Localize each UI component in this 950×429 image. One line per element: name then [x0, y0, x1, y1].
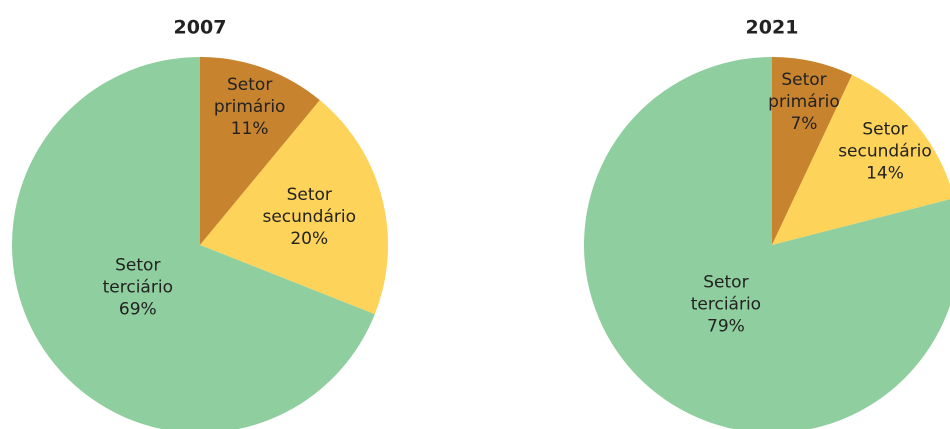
- category-label: Setor secundário: [262, 185, 356, 227]
- pie-slice: [200, 57, 320, 245]
- pie-slice: [772, 57, 853, 245]
- value-label: 79%: [707, 316, 745, 336]
- category-label: Setor secundário: [838, 120, 932, 162]
- pie-slice: [772, 74, 950, 245]
- category-label: Setor primário: [768, 70, 840, 112]
- pie-slice: [200, 100, 388, 315]
- chart-title: 2007: [174, 17, 227, 39]
- category-label: Setor primário: [214, 75, 286, 117]
- pie-slice: [12, 57, 375, 429]
- value-label: 14%: [866, 164, 904, 184]
- value-label: 7%: [790, 114, 817, 134]
- category-label: Setor terciário: [691, 272, 761, 314]
- value-label: 69%: [119, 299, 157, 319]
- value-label: 20%: [290, 229, 328, 249]
- category-label: Setor terciário: [103, 255, 173, 297]
- pie-slice: [584, 57, 950, 429]
- value-label: 11%: [231, 119, 269, 139]
- chart-title: 2021: [746, 17, 799, 39]
